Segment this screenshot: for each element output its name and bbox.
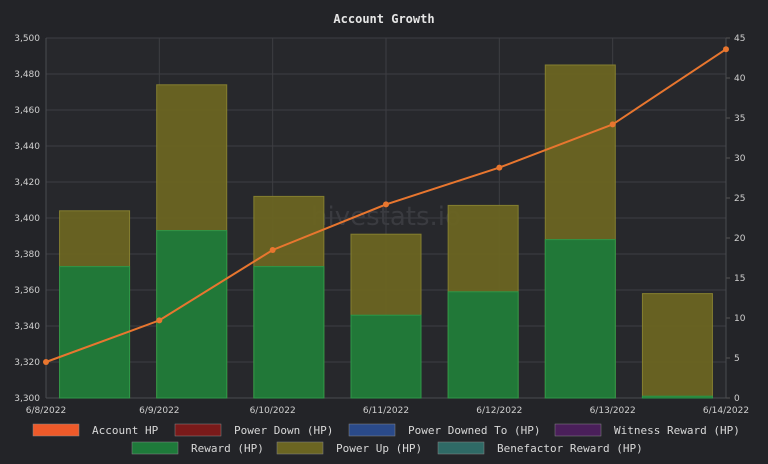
y-left-tick-label: 3,360: [14, 286, 40, 296]
y-left-tick-label: 3,420: [14, 178, 40, 188]
bar-reward: [642, 396, 712, 398]
y-right-tick-label: 35: [734, 114, 745, 124]
legend-label: Reward (HP): [191, 442, 264, 455]
y-left-tick-label: 3,300: [14, 394, 40, 404]
legend-label: Account HP: [92, 424, 159, 437]
x-tick-label: 6/14/2022: [703, 406, 749, 416]
account-growth-chart: 3,300 3,320 3,340 3,360 3,380 3,400 3,420 3,440…: [0, 0, 768, 460]
bar-reward: [448, 292, 518, 398]
y-right-tick-label: 30: [734, 154, 746, 164]
y-left-tick-label: 3,340: [14, 322, 40, 332]
y-left-tick-label: 3,440: [14, 142, 40, 152]
legend-label: Power Downed To (HP): [408, 424, 540, 437]
point-account-hp: [610, 121, 616, 127]
bar-reward: [254, 267, 324, 398]
y-right-tick-label: 5: [734, 354, 740, 364]
legend-label: Benefactor Reward (HP): [497, 442, 643, 455]
legend-swatch: [349, 424, 395, 436]
point-account-hp: [156, 317, 162, 323]
y-right-tick-label: 15: [734, 274, 745, 284]
bar-reward: [545, 240, 615, 398]
legend-swatch: [132, 442, 178, 454]
legend-label: Power Up (HP): [336, 442, 422, 455]
y-left-tick-label: 3,400: [14, 214, 40, 224]
x-tick-label: 6/8/2022: [26, 406, 66, 416]
point-account-hp: [270, 247, 276, 253]
x-tick-label: 6/11/2022: [363, 406, 409, 416]
legend-swatch: [175, 424, 221, 436]
x-tick-label: 6/12/2022: [476, 406, 522, 416]
y-right-tick-label: 25: [734, 194, 745, 204]
bar-reward: [157, 231, 227, 398]
point-account-hp: [383, 201, 389, 207]
y-left-tick-label: 3,380: [14, 250, 40, 260]
point-account-hp: [723, 46, 729, 52]
bar-reward: [351, 315, 421, 398]
x-tick-label: 6/9/2022: [139, 406, 179, 416]
legend-label: Power Down (HP): [234, 424, 333, 437]
chart-container: 3,300 3,320 3,340 3,360 3,380 3,400 3,420 3,440…: [0, 0, 768, 460]
y-right-tick-label: 45: [734, 34, 745, 44]
y-right-tick-label: 0: [734, 394, 740, 404]
legend-swatch: [33, 424, 79, 436]
y-left-tick-label: 3,320: [14, 358, 40, 368]
y-left-tick-label: 3,480: [14, 70, 40, 80]
y-right-tick-label: 10: [734, 314, 746, 324]
legend-swatch: [555, 424, 601, 436]
point-account-hp: [43, 359, 49, 365]
chart-title: Account Growth: [333, 12, 434, 26]
y-left-tick-label: 3,460: [14, 106, 40, 116]
point-account-hp: [496, 165, 502, 171]
legend-swatch: [438, 442, 484, 454]
x-tick-label: 6/10/2022: [250, 406, 296, 416]
y-right-tick-label: 20: [734, 234, 746, 244]
legend-swatch: [277, 442, 323, 454]
x-tick-label: 6/13/2022: [590, 406, 636, 416]
bar-reward: [60, 267, 130, 398]
y-right-tick-label: 40: [734, 74, 746, 84]
legend-label: Witness Reward (HP): [614, 424, 740, 437]
y-left-tick-label: 3,500: [14, 34, 40, 44]
bar-power-up: [642, 294, 712, 398]
